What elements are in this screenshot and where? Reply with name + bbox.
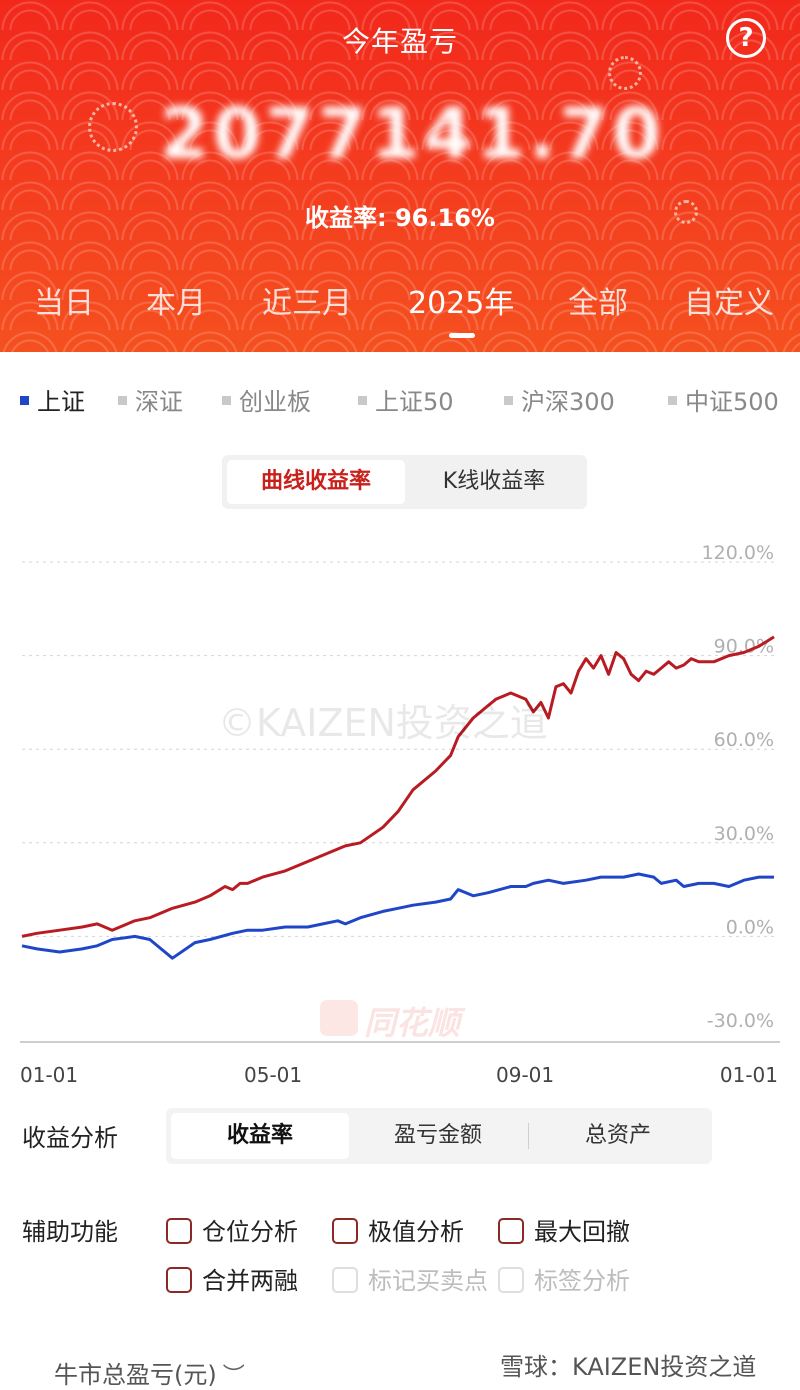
- source-watermark: 雪球：KAIZEN投资之道: [500, 1347, 757, 1382]
- x-tick-label: 01-01: [20, 1063, 78, 1087]
- eye-closed-icon[interactable]: ︶: [222, 1364, 245, 1389]
- legend-square-icon: [358, 395, 367, 405]
- segment-return-rate[interactable]: 收益率: [171, 1113, 349, 1159]
- profit-header: 今年盈亏 ? 2077141.70 收益率: 96.16% 当日 本月 近三月 …: [0, 0, 800, 352]
- x-tick-label: 09-01: [496, 1063, 554, 1087]
- y-tick-label: 90.0%: [714, 636, 774, 658]
- checkbox-icon: [166, 1218, 192, 1244]
- page-title: 今年盈亏: [341, 25, 458, 58]
- checkbox-icon: [498, 1267, 524, 1293]
- tab-custom[interactable]: 自定义: [684, 286, 774, 321]
- y-tick-label: 120.0%: [702, 542, 774, 564]
- aux-label: 辅助功能: [22, 1218, 118, 1246]
- tag-analysis-checkbox[interactable]: 标签分析: [498, 1261, 630, 1296]
- position-analysis-checkbox[interactable]: 仓位分析: [166, 1212, 298, 1247]
- x-tick-label: 01-01: [720, 1063, 778, 1087]
- watermark: ©KAIZEN投资之道: [218, 701, 548, 745]
- firework-decoration: [674, 200, 698, 224]
- index-shenzhen[interactable]: 深证: [118, 382, 183, 417]
- checkbox-icon: [498, 1218, 524, 1244]
- index-return-line: [21, 872, 774, 960]
- period-tabs: 当日 本月 近三月 2025年 全部 自定义: [0, 278, 800, 321]
- checkbox-icon: [166, 1267, 192, 1293]
- extreme-analysis-checkbox[interactable]: 极值分析: [332, 1212, 464, 1247]
- wave-pattern: [0, 0, 800, 352]
- index-shanghai[interactable]: 上证: [20, 382, 85, 417]
- tab-all[interactable]: 全部: [568, 286, 628, 321]
- analysis-segmented-control: 收益率 盈亏金额 总资产: [166, 1108, 712, 1164]
- segment-divider: [528, 1123, 529, 1149]
- y-tick-label: -30.0%: [707, 1010, 774, 1032]
- tab-2025[interactable]: 2025年: [408, 286, 515, 321]
- legend-square-icon: [20, 395, 29, 405]
- firework-decoration: [608, 56, 642, 90]
- index-sse50[interactable]: 上证50: [358, 382, 454, 417]
- legend-square-icon: [222, 395, 231, 405]
- bull-market-total[interactable]: 牛市总盈亏(元) ︶: [54, 1361, 245, 1389]
- legend-square-icon: [668, 395, 677, 405]
- max-drawdown-checkbox[interactable]: 最大回撤: [498, 1212, 630, 1247]
- active-tab-indicator: [449, 333, 475, 338]
- chart-mode-toggle: 曲线收益率 K线收益率: [222, 455, 587, 509]
- tab-three-months[interactable]: 近三月: [262, 286, 352, 321]
- help-icon[interactable]: ?: [726, 18, 766, 58]
- y-tick-label: 60.0%: [714, 729, 774, 751]
- y-tick-label: 0.0%: [726, 916, 774, 938]
- y-tick-label: 30.0%: [714, 823, 774, 845]
- legend-square-icon: [118, 395, 127, 405]
- index-selector: 上证 深证 创业板 上证50 沪深300 中证500: [0, 382, 800, 416]
- return-rate: 收益率: 96.16%: [305, 204, 495, 232]
- tab-this-month[interactable]: 本月: [146, 286, 206, 321]
- mark-trades-checkbox[interactable]: 标记买卖点: [332, 1261, 488, 1296]
- return-chart: 120.0% 90.0% 60.0% 30.0% 0.0% -30.0% 01-01 05-0…: [20, 542, 780, 1087]
- legend-square-icon: [504, 395, 513, 405]
- profit-amount: 2077141.70: [160, 93, 665, 175]
- curve-return-button[interactable]: 曲线收益率: [227, 460, 405, 504]
- kline-return-button[interactable]: K线收益率: [442, 469, 546, 494]
- checkbox-icon: [332, 1218, 358, 1244]
- segment-total-assets[interactable]: 总资产: [584, 1123, 651, 1148]
- firework-decoration: [88, 102, 138, 152]
- x-tick-label: 05-01: [244, 1063, 302, 1087]
- segment-profit-amount[interactable]: 盈亏金额: [393, 1123, 482, 1148]
- analysis-label: 收益分析: [22, 1124, 118, 1152]
- portfolio-return-line: [21, 635, 775, 938]
- brand-logo-text: 同花顺: [364, 1004, 461, 1042]
- index-chinext[interactable]: 创业板: [222, 382, 311, 417]
- brand-logo-icon: [320, 1000, 358, 1036]
- index-csi300[interactable]: 沪深300: [504, 382, 615, 417]
- checkbox-icon: [332, 1267, 358, 1293]
- index-csi500[interactable]: 中证500: [668, 382, 779, 417]
- merge-margin-checkbox[interactable]: 合并两融: [166, 1261, 298, 1296]
- tab-today[interactable]: 当日: [34, 286, 94, 321]
